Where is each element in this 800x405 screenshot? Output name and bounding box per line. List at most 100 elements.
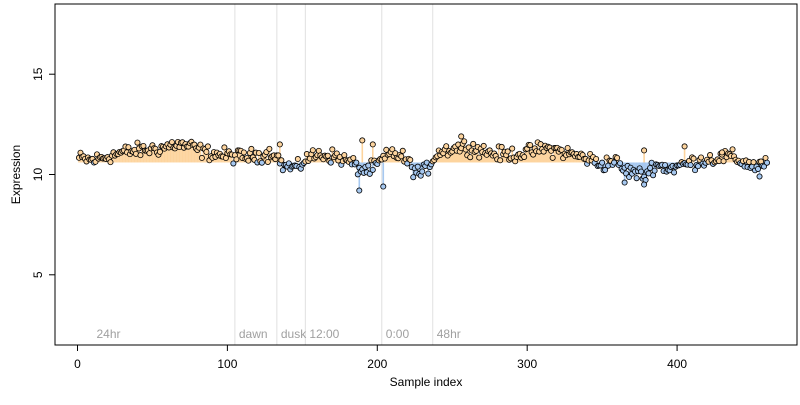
data-point: [651, 167, 658, 174]
data-point: [240, 149, 247, 156]
x-tick-label: 300: [517, 357, 537, 371]
data-point: [602, 166, 609, 173]
data-point: [621, 179, 628, 186]
data-point: [398, 153, 405, 160]
data-point: [504, 148, 511, 155]
y-tick-label: 15: [31, 67, 45, 81]
data-point: [327, 159, 334, 166]
data-point: [599, 159, 606, 166]
data-point: [369, 166, 376, 173]
data-point: [369, 141, 376, 148]
data-point: [264, 158, 271, 165]
data-point: [359, 137, 366, 144]
x-tick-label: 400: [667, 357, 687, 371]
data-point: [461, 138, 468, 145]
data-point: [467, 154, 474, 161]
data-point: [681, 143, 688, 150]
data-point: [617, 160, 624, 167]
data-point: [692, 167, 699, 174]
data-point: [329, 146, 336, 153]
data-point: [134, 139, 141, 146]
data-point: [497, 157, 504, 164]
data-point: [350, 155, 357, 162]
marker-label: 24hr: [96, 327, 120, 341]
marker-label: 0:00: [386, 327, 410, 341]
x-axis: 0 100 200 300 400: [74, 345, 687, 371]
marker-labels: 24hr dawn dusk 12:00 0:00 48hr: [96, 327, 460, 341]
data-point: [389, 146, 396, 153]
data-point: [593, 155, 600, 162]
data-point: [480, 142, 487, 149]
data-point: [458, 133, 465, 140]
x-tick-label: 0: [74, 357, 81, 371]
data-point: [197, 141, 204, 148]
y-tick-label: 10: [31, 168, 45, 182]
data-point: [230, 160, 237, 167]
data-point: [419, 168, 426, 175]
marker-label: 48hr: [437, 327, 461, 341]
data-point: [611, 159, 618, 166]
data-point: [720, 158, 727, 165]
data-point: [266, 145, 273, 152]
data-point: [443, 143, 450, 150]
data-point: [248, 145, 255, 152]
x-axis-label: Sample index: [390, 375, 463, 389]
marker-lines: [234, 4, 434, 345]
y-axis: 5 10 15: [31, 67, 55, 278]
data-point: [380, 183, 387, 190]
data-point: [279, 167, 286, 174]
data-point: [509, 145, 516, 152]
data-point: [641, 181, 648, 188]
data-point: [707, 152, 714, 159]
data-point: [156, 148, 163, 155]
data-point: [410, 174, 417, 181]
data-point: [137, 152, 144, 159]
data-point: [671, 169, 678, 176]
data-point: [761, 163, 768, 170]
data-point: [662, 162, 669, 169]
data-point: [647, 164, 654, 171]
data-point: [695, 163, 702, 170]
data-point: [204, 143, 211, 150]
data-point: [470, 140, 477, 147]
data-point: [353, 159, 360, 166]
marker-label: dawn: [239, 327, 268, 341]
data-point: [614, 154, 621, 161]
points: [75, 133, 771, 194]
data-point: [549, 154, 556, 161]
data-point: [276, 141, 283, 148]
data-point: [221, 144, 228, 151]
data-point: [203, 148, 210, 155]
data-point: [146, 150, 153, 157]
data-point: [521, 153, 528, 160]
data-point: [407, 156, 414, 163]
data-point: [687, 162, 694, 169]
data-point: [294, 156, 301, 163]
x-tick-label: 200: [367, 357, 387, 371]
data-point: [275, 152, 282, 159]
data-point: [366, 170, 373, 177]
marker-label: dusk: [281, 327, 307, 341]
data-point: [255, 149, 262, 156]
data-point: [107, 159, 114, 166]
data-point: [527, 142, 534, 149]
x-tick-label: 100: [217, 357, 237, 371]
data-point: [309, 147, 316, 154]
data-point: [638, 168, 645, 175]
data-point: [168, 139, 175, 146]
data-point: [755, 165, 762, 172]
data-point: [764, 159, 771, 166]
data-point: [690, 155, 697, 162]
y-axis-label: Expression: [9, 145, 23, 204]
marker-label: 12:00: [309, 327, 339, 341]
data-point: [756, 173, 763, 180]
data-point: [233, 156, 240, 163]
data-point: [641, 147, 648, 154]
data-point: [198, 154, 205, 161]
data-point: [278, 157, 285, 164]
data-point: [258, 159, 265, 166]
data-point: [125, 144, 132, 151]
data-point: [414, 163, 421, 170]
